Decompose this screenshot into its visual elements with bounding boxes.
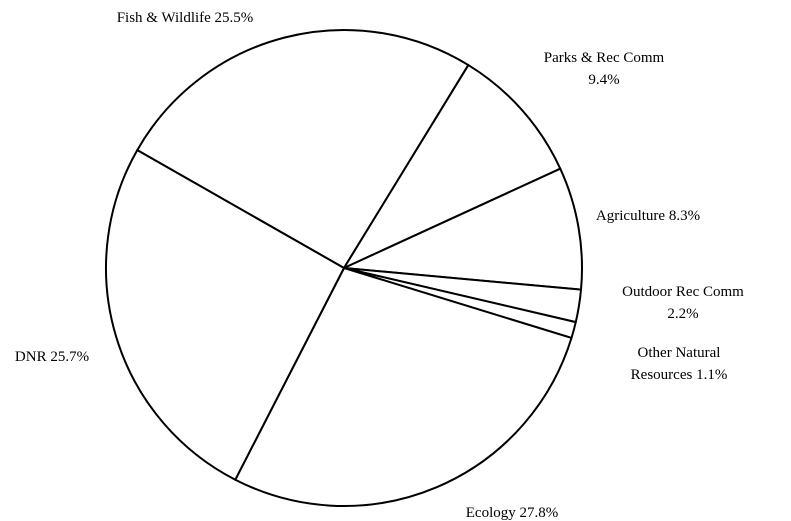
slice-label-line: 9.4% [588, 72, 619, 88]
slice-label-line: Other Natural [638, 345, 721, 361]
slice-label-line: DNR 25.7% [15, 349, 89, 365]
pie-slice-ecology [234, 267, 573, 508]
pie-slice-parks-and-rec-comm [343, 64, 562, 269]
pie-slice-agriculture [343, 167, 583, 291]
slice-label-line: Fish & Wildlife 25.5% [117, 10, 254, 26]
slice-label-outdoor-rec-comm: Outdoor Rec Comm 2.2% [622, 284, 744, 322]
slice-labels: Fish & Wildlife 25.5% Parks & Rec Comm 9.4… [15, 10, 744, 521]
slice-label-line: Outdoor Rec Comm [622, 284, 744, 300]
slice-label-line: Resources 1.1% [631, 367, 728, 383]
slice-label-fish-and-wildlife: Fish & Wildlife 25.5% [117, 10, 254, 26]
slice-label-agriculture: Agriculture 8.3% [596, 208, 700, 224]
pie-slice-dnr [105, 149, 345, 481]
pie-slices [105, 29, 583, 508]
slice-label-line: Ecology 27.8% [466, 505, 558, 521]
pie-slice-fish-and-wildlife [136, 29, 470, 269]
slice-label-parks-and-rec-comm: Parks & Rec Comm 9.4% [544, 50, 665, 88]
slice-label-dnr: DNR 25.7% [15, 349, 89, 365]
slice-label-other-natural-resources: Other Natural Resources 1.1% [631, 345, 728, 383]
slice-label-line: Parks & Rec Comm [544, 50, 665, 66]
slice-label-line: Agriculture 8.3% [596, 208, 700, 224]
slice-label-line: 2.2% [667, 306, 698, 322]
slice-label-ecology: Ecology 27.8% [466, 505, 558, 521]
